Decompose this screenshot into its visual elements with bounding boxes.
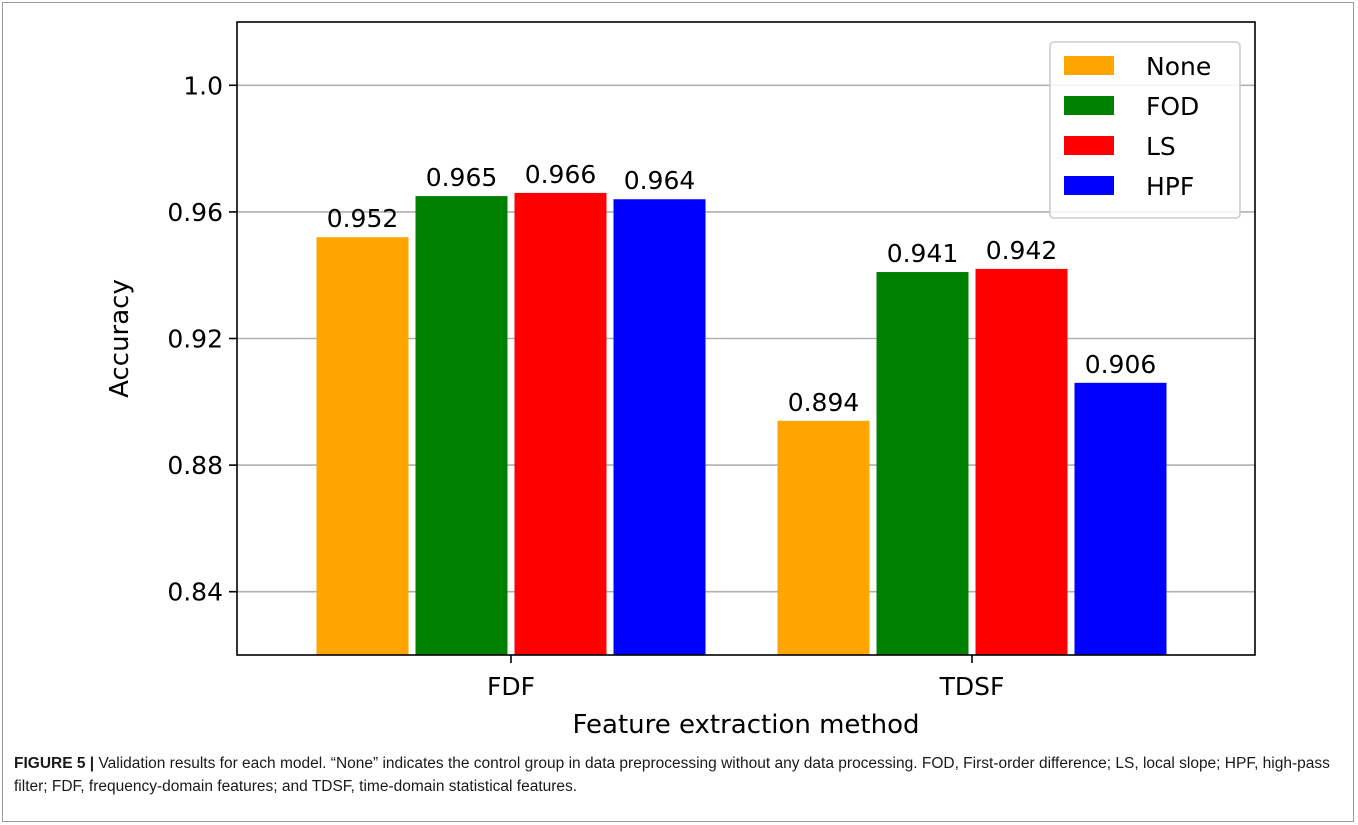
figure-caption: FIGURE 5 | Validation results for each m…: [14, 752, 1344, 798]
data-labels: 0.952 0.894 0.965 0.941 0.966 0.942 0.964 0.906: [327, 160, 1157, 417]
bar-none-tdsf: [777, 420, 870, 655]
y-tick-label: 1.0: [183, 71, 223, 100]
bar-ls-tdsf: [975, 268, 1068, 655]
caption-label: FIGURE 5 |: [14, 755, 95, 772]
legend-label-none: None: [1146, 52, 1211, 81]
legend: None FOD LS HPF: [1049, 41, 1241, 219]
y-tick-label: 0.84: [167, 578, 223, 607]
legend-box: [1049, 41, 1241, 219]
x-tick-label: TDSF: [939, 672, 1005, 701]
x-axis-label: Feature extraction method: [572, 710, 919, 740]
legend-label-ls: LS: [1146, 132, 1176, 161]
y-axis-label: Accuracy: [105, 279, 135, 398]
bar-value-label: 0.965: [426, 163, 498, 192]
bar-ls-fdf: [514, 192, 607, 655]
bar-hpf-tdsf: [1074, 382, 1167, 655]
x-tick-label: FDF: [487, 672, 535, 701]
bar-value-label: 0.894: [788, 388, 860, 417]
bar-value-label: 0.952: [327, 204, 399, 233]
bar-value-label: 0.906: [1085, 350, 1157, 379]
bar-chart: 0.952 0.894 0.965 0.941 0.966 0.942 0.964 0.906…: [105, 21, 1256, 740]
bar-value-label: 0.964: [624, 166, 696, 195]
bar-fod-tdsf: [876, 272, 969, 655]
y-tick-label: 0.88: [167, 451, 223, 480]
bar-value-label: 0.941: [887, 239, 959, 268]
bar-value-label: 0.942: [986, 236, 1058, 265]
bars: [316, 192, 1167, 656]
legend-swatch-fod: [1064, 96, 1114, 115]
y-axis-ticks: 0.84 0.88 0.92 0.96 1.0: [167, 71, 237, 607]
legend-swatch-hpf: [1064, 176, 1114, 195]
y-tick-label: 0.92: [167, 325, 223, 354]
y-tick-label: 0.96: [167, 198, 223, 227]
bar-none-fdf: [316, 237, 409, 655]
legend-label-hpf: HPF: [1146, 172, 1194, 201]
bar-hpf-fdf: [613, 199, 706, 656]
caption-text: Validation results for each model. “None…: [14, 755, 1330, 795]
bar-value-label: 0.966: [525, 160, 597, 189]
bar-fod-fdf: [415, 196, 508, 655]
legend-swatch-ls: [1064, 136, 1114, 155]
legend-label-fod: FOD: [1146, 92, 1199, 121]
legend-swatch-none: [1064, 56, 1114, 75]
x-axis-ticks: FDF TDSF: [487, 655, 1004, 701]
